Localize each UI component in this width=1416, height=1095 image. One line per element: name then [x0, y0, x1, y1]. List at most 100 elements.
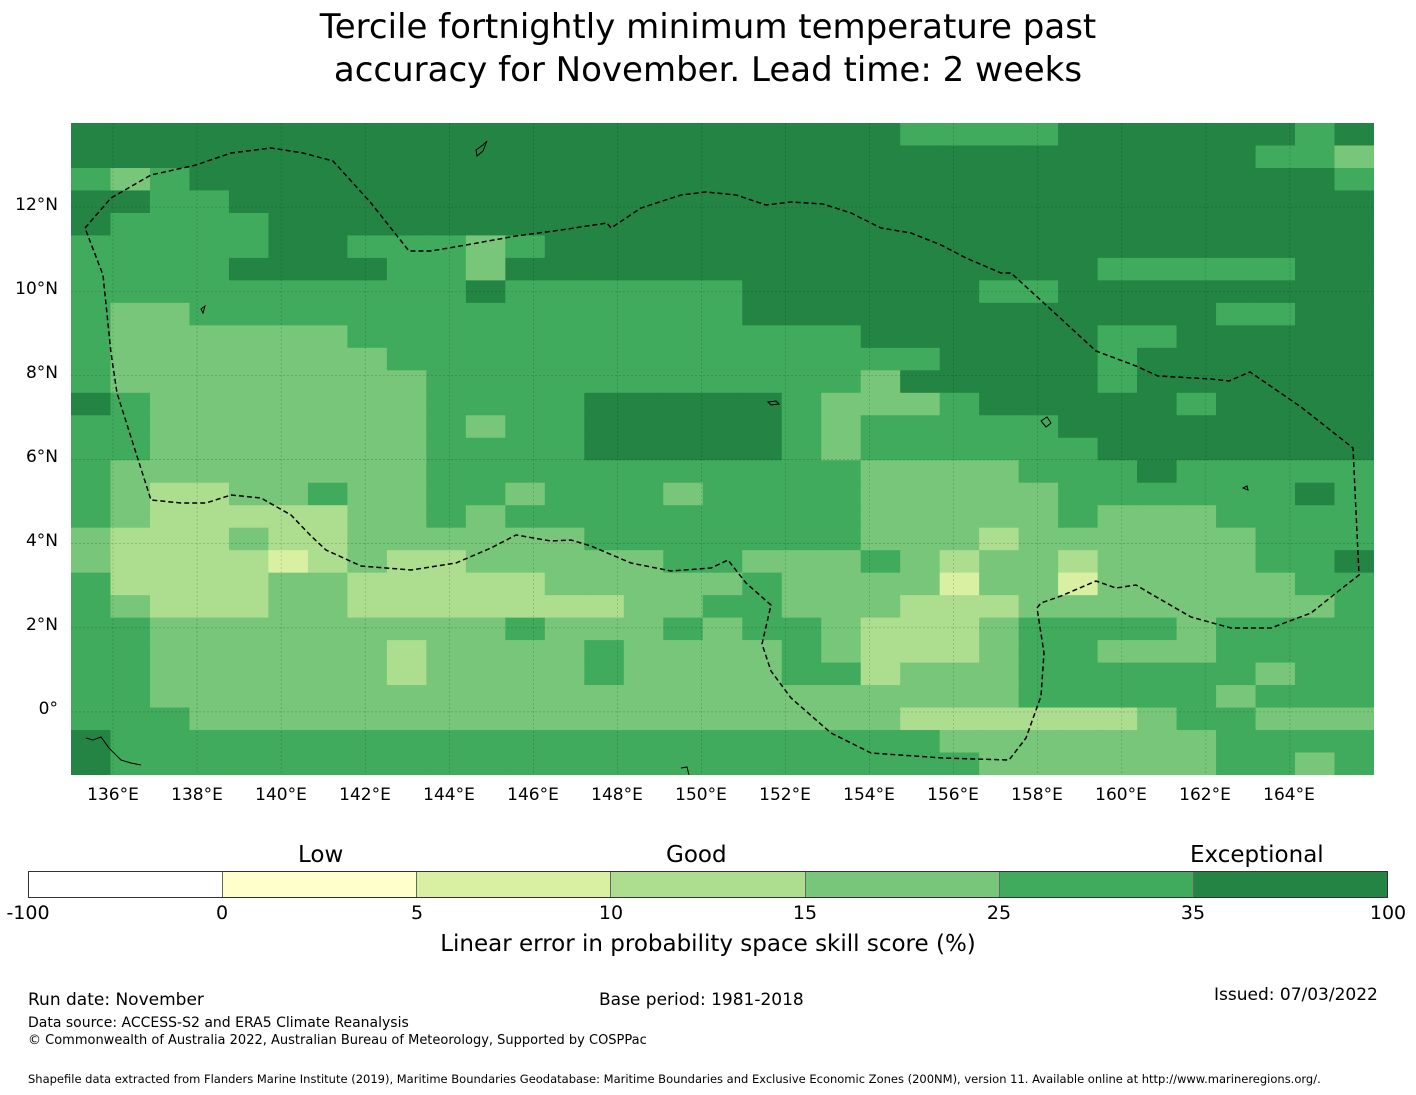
- skill-cell: [1334, 505, 1374, 529]
- skill-cell: [663, 685, 704, 709]
- island-chuuk: [766, 400, 781, 406]
- lon-tick-138e: 138°E: [171, 785, 223, 805]
- skill-cell: [742, 595, 783, 619]
- skill-cell: [1058, 190, 1099, 214]
- skill-cell: [1176, 482, 1217, 506]
- skill-cell: [189, 662, 230, 686]
- skill-cell: [1137, 235, 1178, 259]
- skill-cell: [347, 190, 388, 214]
- skill-cell: [189, 640, 230, 664]
- skill-cell: [584, 302, 625, 326]
- skill-cell: [860, 370, 901, 394]
- skill-cell: [149, 437, 191, 461]
- skill-cell: [465, 235, 506, 259]
- skill-cell: [821, 550, 862, 574]
- skill-cell: [110, 370, 151, 394]
- skill-cell: [1137, 707, 1178, 731]
- skill-cell: [71, 167, 112, 192]
- skill-cell: [465, 190, 506, 214]
- skill-cell: [1137, 550, 1178, 574]
- skill-cell: [979, 505, 1020, 529]
- skill-cell: [347, 235, 388, 259]
- skill-cell: [1058, 280, 1099, 304]
- data-source: Data source: ACCESS-S2 and ERA5 Climate …: [28, 1015, 409, 1031]
- skill-cell: [1097, 123, 1138, 147]
- skill-cell: [1137, 482, 1178, 506]
- skill-cell: [781, 640, 822, 664]
- skill-cell: [505, 752, 546, 775]
- skill-cell: [465, 685, 506, 709]
- skill-cell: [426, 370, 467, 394]
- skill-cell: [1058, 527, 1099, 551]
- skill-cell: [979, 572, 1020, 596]
- skill-cell: [71, 123, 112, 147]
- skill-cell: [386, 437, 427, 461]
- skill-cell: [189, 685, 230, 709]
- skill-cell: [268, 167, 309, 192]
- skill-cell: [1018, 190, 1059, 214]
- skill-cell: [939, 190, 980, 214]
- skill-cell: [347, 302, 388, 326]
- skill-cell: [544, 685, 585, 709]
- skill-cell: [268, 505, 309, 529]
- skill-cell: [939, 415, 980, 439]
- skill-cell: [1216, 550, 1257, 574]
- skill-cell: [1255, 505, 1296, 529]
- skill-cell: [939, 595, 980, 619]
- skill-cell: [1097, 505, 1138, 529]
- skill-cell: [307, 640, 348, 664]
- skill-cell: [821, 640, 862, 664]
- skill-cell: [465, 145, 506, 169]
- skill-cell: [386, 482, 427, 506]
- skill-cell: [189, 527, 230, 551]
- skill-cell: [465, 730, 506, 754]
- skill-cell: [1255, 482, 1296, 506]
- category-exceptional: Exceptional: [1190, 842, 1324, 868]
- skill-cell: [860, 212, 901, 237]
- skill-cell: [347, 595, 388, 619]
- skill-cell: [742, 437, 783, 461]
- skill-cell: [1334, 437, 1374, 461]
- skill-cell: [979, 347, 1020, 371]
- skill-cell: [1334, 235, 1374, 259]
- skill-cell: [465, 257, 506, 281]
- skill-cell: [821, 280, 862, 304]
- skill-cell: [1295, 325, 1336, 349]
- skill-cell: [268, 752, 309, 775]
- skill-cell: [1216, 662, 1257, 686]
- skill-cell: [1334, 572, 1374, 596]
- skill-cell: [584, 415, 625, 439]
- copyright: © Commonwealth of Australia 2022, Austra…: [28, 1033, 647, 1048]
- skill-cell: [544, 257, 585, 281]
- skill-cell: [426, 595, 467, 619]
- skill-cell: [939, 145, 980, 169]
- skill-cell: [505, 370, 546, 394]
- skill-cell: [979, 595, 1020, 619]
- skill-cell: [1058, 370, 1099, 394]
- skill-cell: [386, 190, 427, 214]
- skill-cell: [426, 730, 467, 754]
- skill-cell: [268, 370, 309, 394]
- skill-cell: [742, 167, 783, 192]
- title-line-2: accuracy for November. Lead time: 2 week…: [333, 50, 1083, 90]
- skill-cell: [1097, 595, 1138, 619]
- skill-cell: [1018, 460, 1059, 484]
- skill-cell: [465, 505, 506, 529]
- skill-cell: [544, 123, 585, 147]
- skill-cell: [900, 505, 941, 529]
- skill-cell: [742, 145, 783, 169]
- skill-cell: [584, 685, 625, 709]
- skill-cell: [307, 730, 348, 754]
- skill-cell: [268, 257, 309, 281]
- skill-cell: [900, 392, 941, 416]
- skill-cell: [742, 617, 783, 641]
- skill-cell: [742, 212, 783, 237]
- skill-cell: [189, 595, 230, 619]
- skill-cell: [939, 325, 980, 349]
- skill-cell: [1295, 640, 1336, 664]
- skill-cell: [939, 572, 980, 596]
- lon-tick-158e: 158°E: [1011, 785, 1063, 805]
- skill-cell: [702, 617, 743, 641]
- skill-cell: [426, 707, 467, 731]
- skill-cell: [781, 325, 822, 349]
